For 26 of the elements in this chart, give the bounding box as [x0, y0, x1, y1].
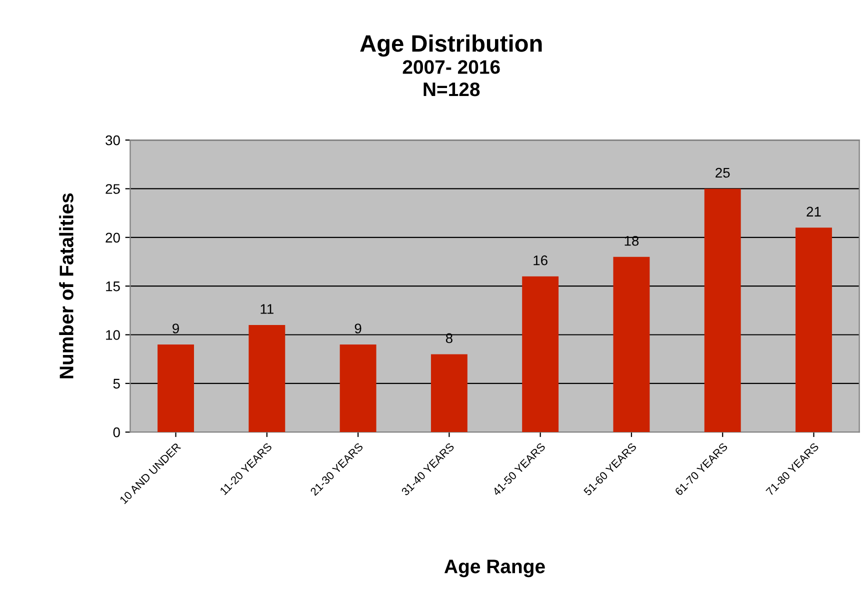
- data-label: 9: [172, 324, 179, 334]
- chart-subtitle: 2007- 2016 N=128: [402, 60, 500, 96]
- bar: [796, 228, 832, 432]
- bar: [340, 344, 376, 432]
- bar: [430, 354, 468, 432]
- bar: [613, 256, 650, 432]
- x-axis-title: Age Range: [444, 560, 545, 578]
- y-tick-label: 30: [106, 135, 120, 146]
- y-tick-label: 15: [106, 282, 120, 292]
- bar: [248, 325, 286, 432]
- bar: [158, 344, 194, 432]
- data-label: 11: [260, 304, 274, 314]
- bar: [522, 276, 559, 432]
- data-label: 25: [716, 168, 730, 178]
- data-label: 8: [446, 333, 452, 344]
- data-label: 9: [354, 324, 362, 334]
- y-tick-label: 0: [113, 427, 120, 438]
- y-tick-label: 20: [106, 232, 120, 243]
- y-tick-label: 10: [106, 330, 120, 340]
- y-tick-label: 5: [113, 378, 120, 389]
- bar: [704, 188, 741, 432]
- y-axis-title: Number of Fatalities: [59, 193, 74, 378]
- data-label: 16: [534, 255, 548, 266]
- chart-title: Age Distribution: [360, 34, 542, 57]
- y-tick-label: 25: [106, 184, 120, 194]
- data-label: 21: [806, 206, 821, 216]
